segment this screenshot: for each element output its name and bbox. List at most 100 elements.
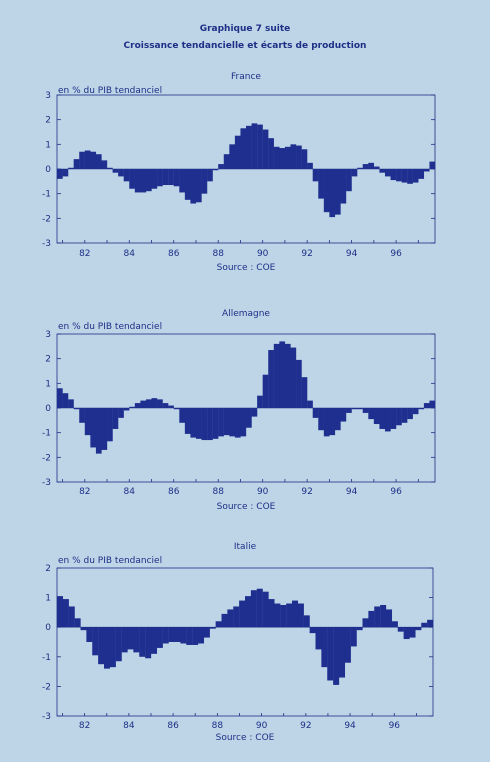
bar <box>107 408 113 442</box>
bar <box>290 144 297 169</box>
bar <box>62 393 69 408</box>
y-tick-label: -2 <box>42 453 51 463</box>
bar <box>107 167 113 169</box>
bar <box>123 408 130 411</box>
bar <box>251 123 258 169</box>
bar <box>384 169 391 177</box>
bar <box>401 169 408 183</box>
bar <box>279 341 286 408</box>
bar <box>396 408 402 426</box>
bar <box>379 408 386 429</box>
source-note: Source : COE <box>217 502 276 512</box>
bar <box>350 627 357 647</box>
bar <box>112 169 119 173</box>
page-subtitle: Croissance tendancielle et écarts de pro… <box>123 41 367 51</box>
bar <box>192 627 199 645</box>
bar <box>73 408 80 410</box>
chart-france: France en % du PIB tendanciel 3 2 1 0 -1 -2 -3 82… <box>42 72 436 273</box>
bar <box>57 388 63 408</box>
bar <box>273 343 280 408</box>
x-tick-label: 86 <box>168 487 180 497</box>
y-tick-label: 1 <box>45 140 51 150</box>
bar <box>368 408 375 420</box>
bar <box>329 408 336 436</box>
bar <box>151 627 158 654</box>
x-tick-label: 86 <box>167 721 179 731</box>
bar <box>412 408 419 415</box>
bar <box>207 408 213 441</box>
bar <box>62 599 69 628</box>
bar <box>362 408 369 413</box>
bar <box>229 408 236 437</box>
bar <box>334 408 341 431</box>
bar <box>74 618 81 628</box>
bar <box>179 169 186 193</box>
bar <box>391 621 398 628</box>
bar <box>174 627 181 642</box>
bar <box>109 627 116 668</box>
bar <box>368 162 375 169</box>
y-tick-label: 0 <box>45 623 51 633</box>
y-tick-label: -1 <box>42 429 51 439</box>
bar <box>297 603 304 628</box>
y-tick-label: 0 <box>45 165 51 175</box>
x-tick-label: 96 <box>390 249 402 259</box>
bar <box>384 408 391 432</box>
bar <box>290 347 297 408</box>
bar <box>90 151 97 169</box>
bar <box>380 605 387 628</box>
bar <box>121 627 128 653</box>
chart-title: Italie <box>234 542 257 552</box>
bar <box>351 408 358 410</box>
bar <box>246 125 252 169</box>
bar <box>151 398 158 408</box>
bar <box>198 627 205 644</box>
x-tick-label: 82 <box>79 249 90 259</box>
bar <box>68 167 74 169</box>
bar <box>134 169 141 193</box>
bar <box>339 627 346 678</box>
bar <box>227 609 234 628</box>
bar <box>95 408 102 454</box>
bar <box>245 596 252 628</box>
bar <box>62 169 69 177</box>
bar <box>184 408 191 434</box>
bar <box>396 169 402 182</box>
y-tick-label: -2 <box>42 214 51 224</box>
bar <box>334 169 341 215</box>
bar <box>80 627 87 631</box>
bar <box>407 408 413 420</box>
bar <box>112 408 119 429</box>
bar <box>86 627 93 642</box>
bar <box>57 169 63 179</box>
bar <box>429 161 436 169</box>
bar <box>327 627 334 681</box>
bar <box>250 590 257 628</box>
bar <box>234 408 241 438</box>
bar <box>240 408 247 437</box>
bar <box>312 408 319 418</box>
bar <box>390 169 397 181</box>
bar <box>212 408 219 439</box>
bar <box>173 169 180 187</box>
bar <box>296 145 302 169</box>
x-tick-label: 82 <box>79 721 90 731</box>
bar <box>151 169 158 189</box>
bar <box>284 146 291 169</box>
x-tick-label: 92 <box>301 487 312 497</box>
bar <box>397 627 404 632</box>
x-tick-label: 92 <box>301 249 312 259</box>
bar <box>423 403 430 408</box>
y-tick-label: 3 <box>45 330 51 340</box>
bar <box>284 343 291 408</box>
bar <box>139 627 146 657</box>
x-tick-label: 94 <box>346 487 358 497</box>
bar <box>423 169 430 172</box>
bar <box>279 148 286 169</box>
bar <box>329 169 336 218</box>
bar <box>104 627 111 669</box>
bar <box>246 408 252 428</box>
bar <box>184 169 191 200</box>
bar <box>95 154 102 169</box>
bar <box>346 408 352 413</box>
